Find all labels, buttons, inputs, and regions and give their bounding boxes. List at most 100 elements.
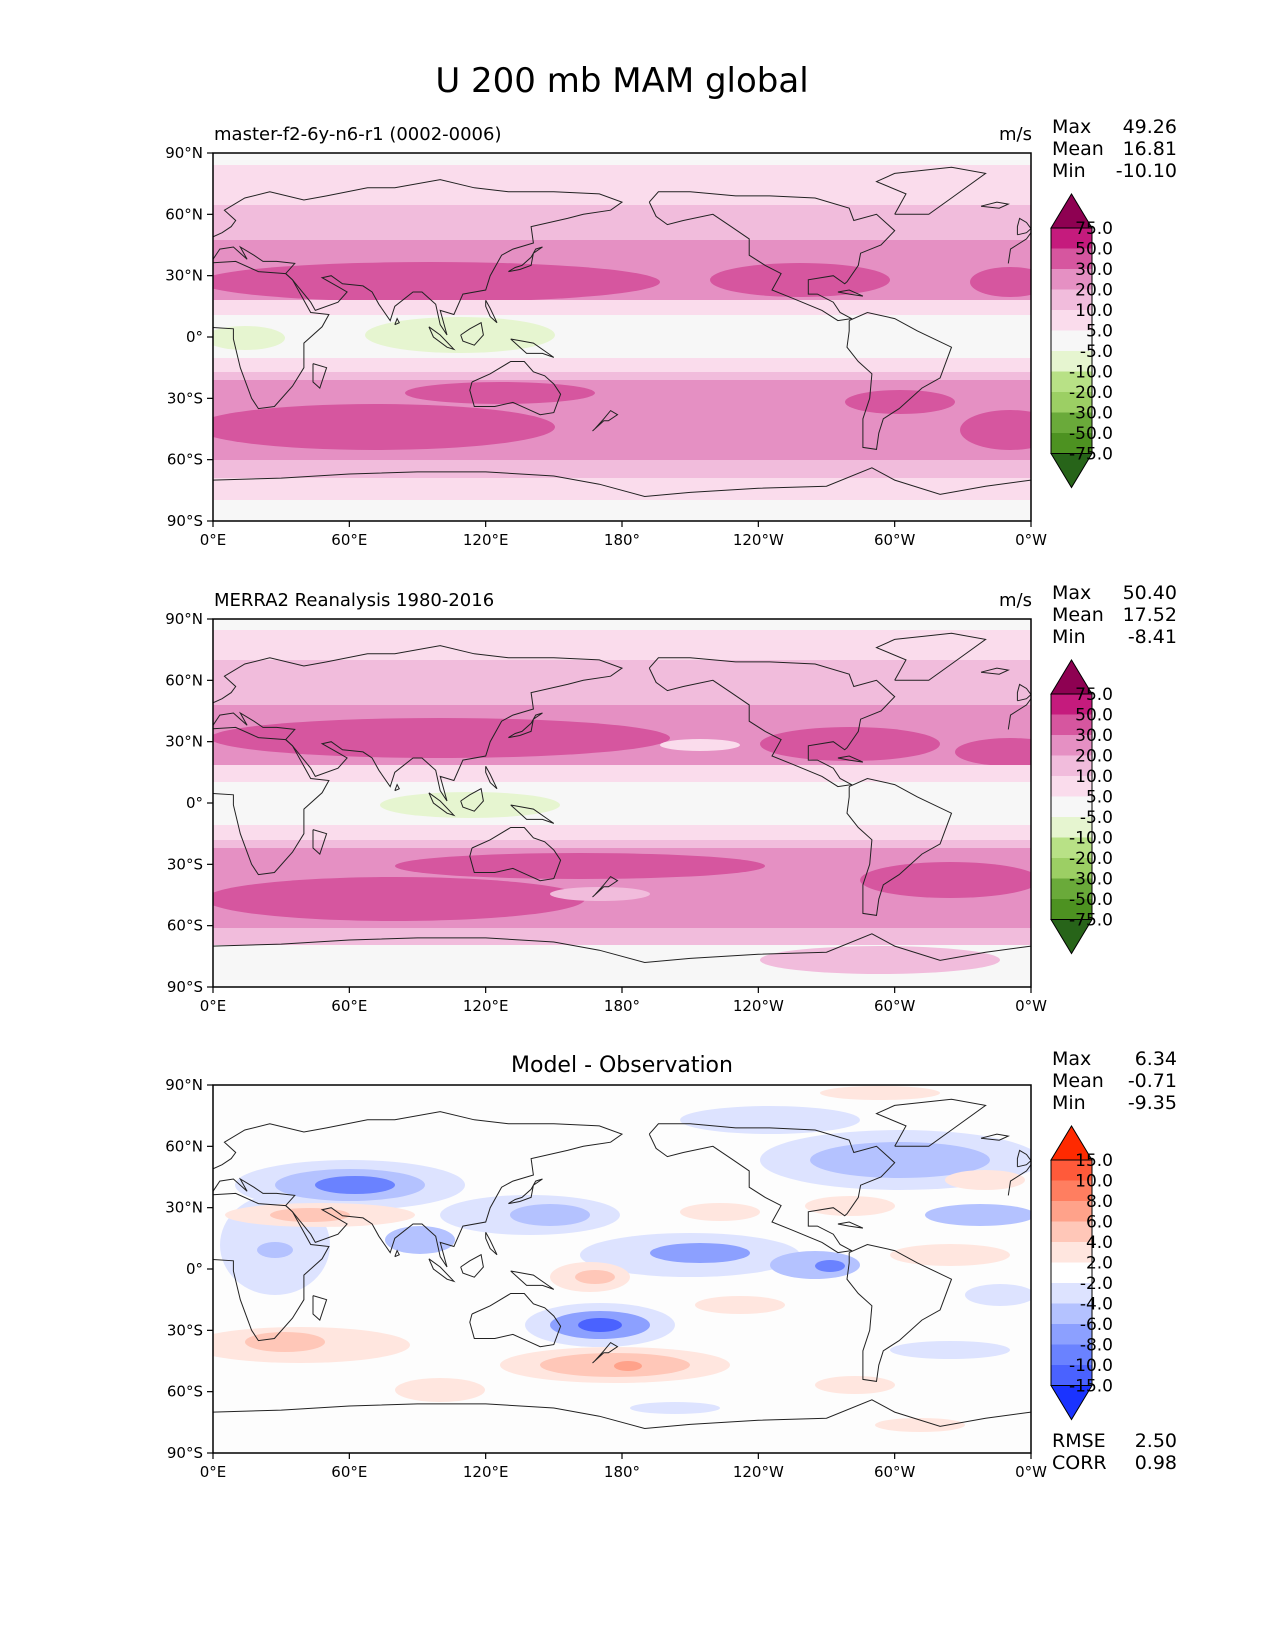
panel-model: master-f2-6y-n6-r1 (0002-0006) m/s (165, 116, 1177, 549)
coast-japan (508, 246, 543, 273)
colorbar-segment (1051, 269, 1092, 290)
metric-label: CORR (1052, 1452, 1107, 1474)
colorbar-segment (1051, 1180, 1092, 1202)
lat-tick-label: 60°N (165, 671, 203, 689)
lat-tick-label: 30°N (165, 1199, 203, 1217)
colorbar-label: -50.0 (1069, 890, 1113, 910)
coast-philippines (485, 1231, 498, 1256)
colorbar-label: -6.0 (1080, 1315, 1113, 1335)
coast-europe_east (1007, 1164, 1031, 1196)
lon-tick-label: 180° (604, 531, 640, 549)
colorbar-segment (1051, 837, 1092, 859)
lat-tick-label: 60°S (167, 451, 203, 469)
lon-tick-label: 0°E (200, 1463, 227, 1481)
coast-india_lanka (394, 1249, 400, 1258)
coast-japan (508, 1178, 543, 1205)
colorbar-label: 10.0 (1075, 301, 1113, 321)
coast-africa (213, 1192, 330, 1342)
stat-label: Min (1052, 1092, 1086, 1114)
stat-value: 50.40 (1123, 582, 1177, 604)
lat-tick-label: 30°S (167, 1321, 203, 1339)
stat-value: 17.52 (1123, 604, 1177, 626)
colorbar-label: -10.0 (1069, 829, 1113, 849)
colorbar-label: -4.0 (1080, 1295, 1113, 1315)
coast-greenland (875, 166, 987, 215)
panel-model-title: master-f2-6y-n6-r1 (0002-0006) (214, 124, 501, 145)
lon-tick-label: 120°E (463, 997, 509, 1015)
colorbar-label: 4.0 (1086, 1233, 1113, 1253)
metric-value: 2.50 (1135, 1430, 1177, 1452)
colorbar-segment (1051, 310, 1092, 331)
lat-tick-label: 60°N (165, 1137, 203, 1155)
coast-uk (1016, 1149, 1031, 1168)
stat-label: Max (1052, 582, 1091, 604)
lat-tick-label: 30°S (167, 389, 203, 407)
colorbar-segment (1051, 755, 1092, 777)
coast-borneo (460, 787, 484, 812)
coastline (213, 632, 1031, 964)
coast-namerica (648, 191, 896, 322)
coast-sumatra (428, 1258, 456, 1283)
colorbar-segment (1051, 1283, 1092, 1304)
coast-africa (213, 260, 330, 410)
lon-tick-label: 120°W (733, 997, 784, 1015)
lon-tick-label: 0°W (1015, 997, 1047, 1015)
coast-europe_east (1007, 232, 1031, 264)
figure-title: U 200 mb MAM global (435, 61, 808, 101)
lon-tick-label: 180° (604, 997, 640, 1015)
coast-india_lanka (394, 783, 400, 792)
colorbar-segment (1051, 392, 1092, 413)
stat-label: Mean (1052, 138, 1104, 160)
lon-tick-label: 0°W (1015, 1463, 1047, 1481)
panel-obs-units: m/s (999, 590, 1032, 611)
coast-antarctica (213, 933, 1031, 964)
colorbar-label: -20.0 (1069, 849, 1113, 869)
coast-cuba (837, 289, 864, 297)
coastline (213, 166, 1031, 498)
lat-tick-label: 60°S (167, 917, 203, 935)
coast-nz (592, 875, 619, 898)
colorbar-segment (1051, 714, 1092, 736)
coast-nz (592, 1341, 619, 1364)
coast-eurasia (213, 645, 624, 802)
lon-tick-label: 120°E (463, 1463, 509, 1481)
panel-diff-map (213, 1085, 1031, 1453)
colorbar-label: 50.0 (1075, 240, 1113, 260)
coast-cuba (837, 1221, 864, 1229)
lon-tick-label: 120°W (733, 1463, 784, 1481)
colorbar-segment (1051, 776, 1092, 797)
coast-iceland (980, 1133, 1010, 1141)
colorbar-segment (1051, 1221, 1092, 1243)
colorbar-segment (1051, 371, 1092, 393)
lon-tick-label: 60°W (874, 531, 916, 549)
lon-tick-label: 0°E (200, 997, 227, 1015)
colorbar-segment (1051, 1344, 1092, 1366)
colorbar-label: 5.0 (1086, 322, 1113, 342)
lat-tick-label: 90°S (167, 1444, 203, 1462)
coast-namerica (648, 1123, 896, 1254)
stat-value: -10.10 (1116, 160, 1177, 182)
colorbar-label: 30.0 (1075, 260, 1113, 280)
coast-europe_east (1007, 698, 1031, 730)
colorbar-segment (1051, 1262, 1092, 1284)
stat-label: Mean (1052, 1070, 1104, 1092)
lon-tick-label: 120°W (733, 531, 784, 549)
colorbar-segment (1051, 330, 1092, 352)
colorbar-segment (1051, 351, 1092, 372)
colorbar-label: 2.0 (1086, 1254, 1113, 1274)
coast-newguinea (510, 804, 555, 824)
coastline (213, 1098, 1031, 1430)
colorbar-segment (1051, 1201, 1092, 1222)
coast-antarctica (213, 1399, 1031, 1430)
colorbar-segment (1051, 694, 1092, 715)
lat-tick-label: 60°S (167, 1383, 203, 1401)
stat-value: 16.81 (1123, 138, 1177, 160)
lon-tick-label: 60°W (874, 997, 916, 1015)
colorbar-label: -5.0 (1080, 342, 1113, 362)
coast-namerica (648, 657, 896, 788)
colorbar-segment (1051, 878, 1092, 900)
stat-label: Min (1052, 626, 1086, 648)
colorbar-label: 75.0 (1075, 219, 1113, 239)
colorbar-label: 15.0 (1075, 1151, 1113, 1171)
